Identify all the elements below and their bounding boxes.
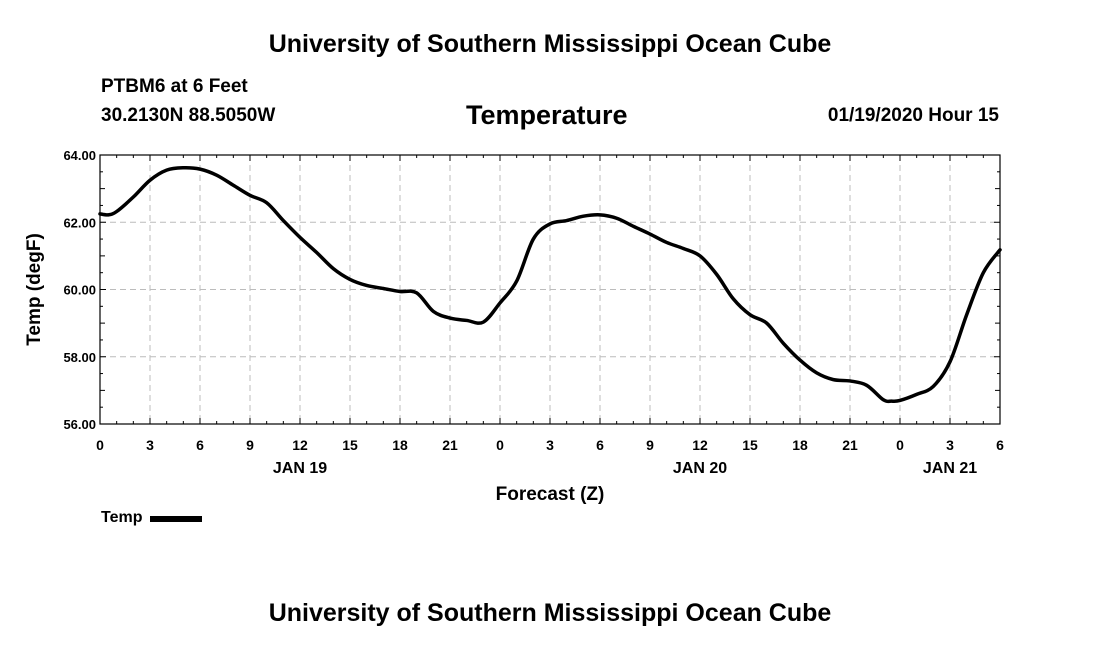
- axis-ticks: [99, 154, 1001, 425]
- day-label: JAN 19: [273, 460, 327, 477]
- y-tick-label: 60.00: [63, 283, 96, 298]
- top-title: University of Southern Mississippi Ocean…: [268, 30, 832, 58]
- y-tick-label: 64.00: [63, 148, 96, 163]
- x-tick-label: 12: [692, 437, 708, 453]
- forecast-timestamp: 01/19/2020 Hour 15: [827, 105, 999, 126]
- station-coords: 30.2130N 88.5050W: [101, 105, 276, 126]
- station-name: PTBM6 at 6 Feet: [101, 76, 248, 97]
- legend: Temp: [101, 509, 203, 527]
- y-tick-label: 56.00: [63, 417, 96, 432]
- temp-series-line: [98, 165, 1002, 404]
- day-label: JAN 21: [923, 460, 977, 477]
- x-tick-label: 3: [946, 437, 954, 453]
- bottom-title: University of Southern Mississippi Ocean…: [268, 599, 832, 627]
- x-tick-label: 6: [996, 437, 1004, 453]
- x-tick-label: 15: [742, 437, 758, 453]
- x-axis-title: Forecast (Z): [496, 484, 605, 505]
- legend-label: Temp: [101, 509, 143, 526]
- x-tick-label: 9: [246, 437, 254, 453]
- x-tick-label: 0: [96, 437, 104, 453]
- day-label: JAN 20: [673, 460, 727, 477]
- x-tick-label: 9: [646, 437, 654, 453]
- x-tick-label: 3: [146, 437, 154, 453]
- x-tick-label: 0: [496, 437, 504, 453]
- x-tick-label: 18: [392, 437, 408, 453]
- axis-labels: 0 3 6 9 12 15 18 21 0 3 6 9 12 15 18 21 0 3 6 56.00 58.00 60.…: [63, 148, 1004, 477]
- x-tick-label: 21: [442, 437, 458, 453]
- x-tick-label: 6: [596, 437, 604, 453]
- y-axis-title: Temp (degF): [24, 233, 45, 346]
- x-tick-label: 18: [792, 437, 808, 453]
- x-tick-label: 21: [842, 437, 858, 453]
- x-tick-label: 0: [896, 437, 904, 453]
- y-tick-label: 62.00: [63, 215, 96, 230]
- x-tick-label: 15: [342, 437, 358, 453]
- x-tick-label: 12: [292, 437, 308, 453]
- legend-line-swatch: [150, 516, 203, 522]
- chart-title: Temperature: [466, 100, 628, 130]
- y-tick-label: 58.00: [63, 350, 96, 365]
- x-tick-label: 3: [546, 437, 554, 453]
- x-tick-label: 6: [196, 437, 204, 453]
